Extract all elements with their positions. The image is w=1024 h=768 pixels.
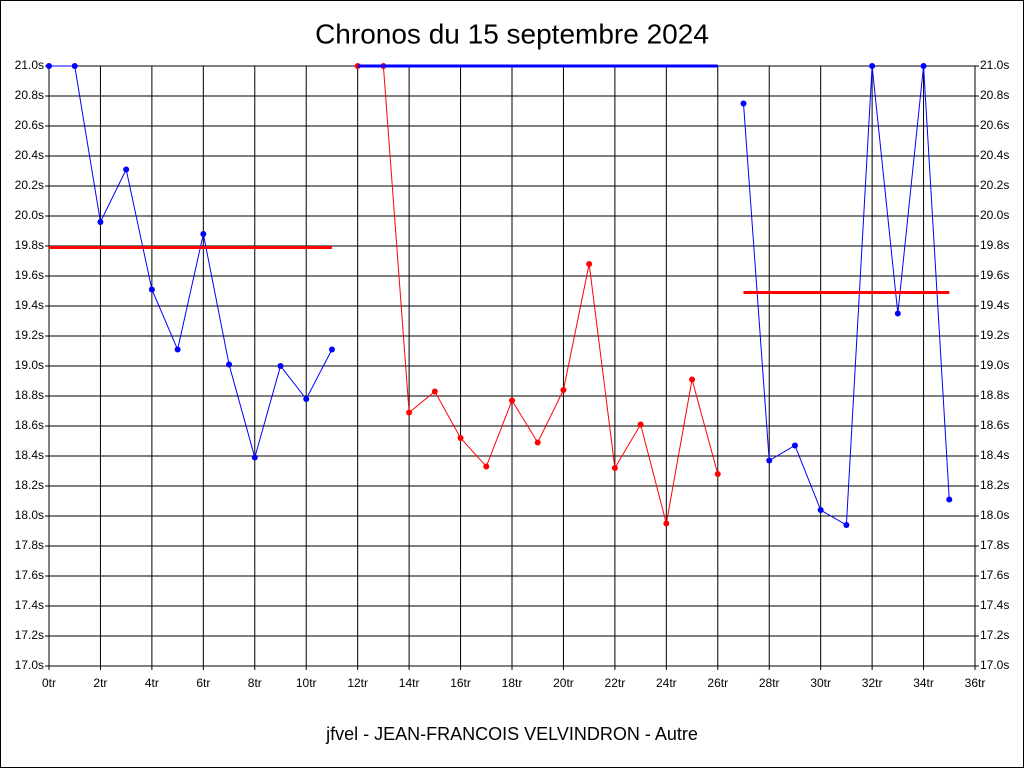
series-line xyxy=(49,65,333,460)
x-tick-label: 16tr xyxy=(450,676,471,690)
y2-tick-label: 19.2s xyxy=(980,328,1009,342)
y-tick-label: 20.6s xyxy=(15,118,44,132)
data-point xyxy=(277,363,284,369)
x-tick-label: 18tr xyxy=(502,676,523,690)
data-point xyxy=(637,421,644,428)
y2-tick-label: 17.4s xyxy=(980,598,1009,612)
data-point xyxy=(920,63,927,69)
data-point xyxy=(843,522,850,528)
x-tick-label: 2tr xyxy=(93,676,107,690)
x-tick-label: 8tr xyxy=(248,676,262,690)
data-point xyxy=(894,310,901,317)
y2-tick-label: 19.8s xyxy=(980,238,1009,252)
y-tick-label: 20.8s xyxy=(15,88,44,102)
x-tick-label: 0tr xyxy=(42,676,56,690)
data-point xyxy=(97,219,104,225)
data-point xyxy=(200,231,207,237)
data-point xyxy=(560,387,567,393)
y2-tick-label: 19.6s xyxy=(980,268,1009,282)
y-tick-label: 19.4s xyxy=(15,298,44,312)
data-point xyxy=(303,396,310,402)
data-point xyxy=(586,261,593,267)
y-tick-label: 17.4s xyxy=(15,598,44,612)
data-point xyxy=(431,388,438,395)
y2-tick-label: 20.8s xyxy=(980,88,1009,102)
data-point xyxy=(174,346,181,353)
data-point xyxy=(328,346,335,353)
data-point xyxy=(534,439,541,446)
y-tick-label: 18.2s xyxy=(15,478,44,492)
y2-tick-label: 19.4s xyxy=(980,298,1009,312)
data-point xyxy=(791,442,798,449)
x-tick-label: 32tr xyxy=(862,676,883,690)
x-tick-label: 22tr xyxy=(605,676,626,690)
data-point xyxy=(611,465,618,471)
y-tick-label: 18.4s xyxy=(15,448,44,462)
data-point xyxy=(483,463,490,470)
data-point xyxy=(766,457,773,464)
y2-tick-label: 20.6s xyxy=(980,118,1009,132)
x-tick-label: 30tr xyxy=(810,676,831,690)
y2-tick-label: 18.4s xyxy=(980,448,1009,462)
data-point xyxy=(509,397,515,404)
chart-footer: jfvel - JEAN-FRANCOIS VELVINDRON - Autre xyxy=(325,724,698,744)
x-tick-label: 28tr xyxy=(759,676,780,690)
data-point xyxy=(714,471,721,477)
y2-tick-label: 20.4s xyxy=(980,148,1009,162)
data-point xyxy=(817,507,824,513)
y-tick-label: 18.8s xyxy=(15,388,44,402)
y2-tick-label: 17.8s xyxy=(980,538,1009,552)
y-tick-label: 17.0s xyxy=(15,658,44,672)
data-point xyxy=(406,409,413,416)
data-point xyxy=(663,520,670,527)
data-point xyxy=(740,100,747,107)
x-tick-label: 24tr xyxy=(656,676,677,690)
y-tick-label: 19.6s xyxy=(15,268,44,282)
y-tick-label: 20.4s xyxy=(15,148,44,162)
data-point xyxy=(869,63,876,69)
y2-tick-label: 20.2s xyxy=(980,178,1009,192)
y2-tick-label: 17.0s xyxy=(980,658,1009,672)
y-tick-label: 20.0s xyxy=(15,208,44,222)
y2-tick-label: 18.8s xyxy=(980,388,1009,402)
y2-tick-label: 19.0s xyxy=(980,358,1009,372)
data-point xyxy=(946,496,953,503)
y2-tick-label: 21.0s xyxy=(980,58,1009,72)
data-point xyxy=(226,361,233,368)
y-tick-label: 19.8s xyxy=(15,238,44,252)
data-point xyxy=(689,376,696,383)
y2-tick-label: 20.0s xyxy=(980,208,1009,222)
x-tick-label: 14tr xyxy=(399,676,420,690)
chart-title: Chronos du 15 septembre 2024 xyxy=(315,18,709,49)
data-point xyxy=(123,166,130,173)
y-tick-label: 17.2s xyxy=(15,628,44,642)
y2-tick-label: 17.6s xyxy=(980,568,1009,582)
x-tick-label: 6tr xyxy=(196,676,210,690)
x-tick-label: 34tr xyxy=(913,676,934,690)
x-tick-label: 12tr xyxy=(347,676,368,690)
y-tick-label: 18.6s xyxy=(15,418,44,432)
y-tick-label: 17.6s xyxy=(15,568,44,582)
data-point xyxy=(148,286,155,293)
y-tick-label: 21.0s xyxy=(15,58,44,72)
y-tick-label: 19.0s xyxy=(15,358,44,372)
y-tick-label: 18.0s xyxy=(15,508,44,522)
y2-tick-label: 18.2s xyxy=(980,478,1009,492)
y2-tick-label: 18.6s xyxy=(980,418,1009,432)
x-tick-label: 36tr xyxy=(965,676,986,690)
x-tick-label: 20tr xyxy=(553,676,574,690)
x-tick-label: 4tr xyxy=(145,676,159,690)
x-tick-label: 10tr xyxy=(296,676,317,690)
y-tick-label: 19.2s xyxy=(15,328,44,342)
y-tick-label: 20.2s xyxy=(15,178,44,192)
data-point xyxy=(71,63,78,69)
data-point xyxy=(46,63,52,69)
y2-tick-label: 17.2s xyxy=(980,628,1009,642)
y-tick-label: 17.8s xyxy=(15,538,44,552)
data-point xyxy=(457,435,464,441)
x-tick-label: 26tr xyxy=(707,676,728,690)
y2-tick-label: 18.0s xyxy=(980,508,1009,522)
data-point xyxy=(251,454,258,461)
